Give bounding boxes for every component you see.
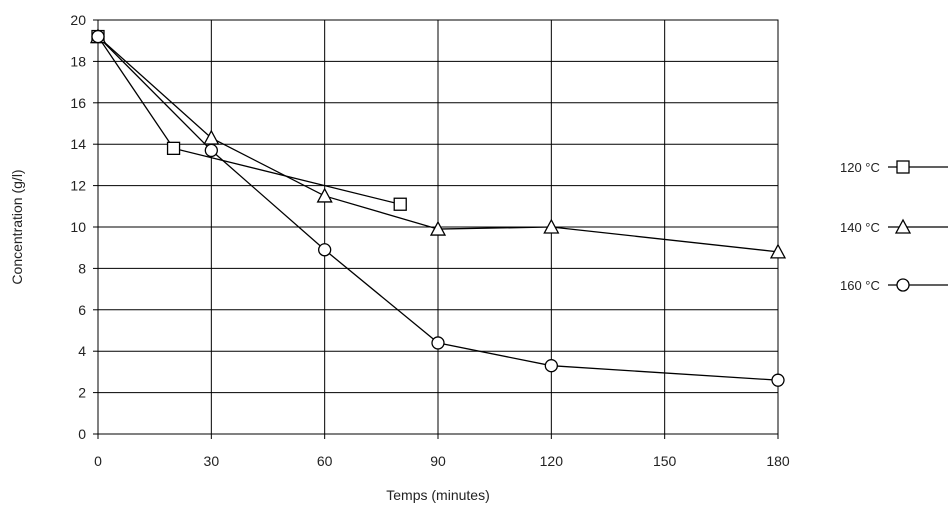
legend: 120 °C 140 °C 160 °C [840, 160, 948, 293]
y-axis-ticks: 0 2 4 6 8 10 12 14 16 18 20 [70, 12, 98, 442]
y-tick-label: 20 [70, 12, 86, 28]
y-tick-label: 4 [78, 343, 86, 359]
data-point-triangle [316, 187, 333, 203]
series-markers [89, 28, 787, 387]
legend-marker-square [896, 160, 910, 174]
x-tick-label: 30 [204, 453, 220, 469]
x-tick-label: 0 [94, 453, 102, 469]
series-line-circle [97, 36, 779, 381]
y-axis-label: Concentration (g/l) [9, 169, 25, 284]
data-point-circle [204, 143, 218, 158]
data-point-circle [91, 29, 105, 44]
y-tick-label: 16 [70, 95, 86, 111]
data-point-triangle [543, 218, 560, 234]
data-point-circle [544, 359, 558, 373]
data-point-square [393, 197, 407, 211]
y-tick-label: 6 [78, 302, 86, 318]
x-tick-label: 60 [317, 453, 333, 469]
x-tick-label: 120 [540, 453, 564, 469]
series-line-triangle [97, 36, 779, 253]
x-axis-label: Temps (minutes) [386, 487, 489, 503]
data-point-circle [431, 336, 445, 350]
x-tick-label: 150 [653, 453, 677, 469]
legend-marker-circle [896, 278, 910, 292]
data-point-square [166, 141, 181, 155]
y-tick-label: 12 [70, 178, 86, 194]
y-tick-label: 18 [70, 53, 86, 69]
y-tick-label: 14 [70, 136, 86, 152]
x-axis-ticks: 0 30 60 90 120 150 180 [94, 434, 790, 469]
legend-label: 160 °C [840, 278, 880, 293]
data-point-triangle [429, 220, 447, 236]
y-tick-label: 0 [78, 426, 86, 442]
x-tick-label: 180 [766, 453, 790, 469]
y-tick-label: 2 [78, 385, 86, 401]
data-point-triangle [769, 243, 787, 259]
legend-label: 140 °C [840, 220, 880, 235]
data-point-circle [771, 373, 785, 387]
x-tick-label: 90 [430, 453, 446, 469]
y-tick-label: 8 [78, 260, 86, 276]
y-tick-label: 10 [70, 219, 86, 235]
legend-marker-triangle [894, 218, 912, 234]
data-point-circle [318, 243, 332, 257]
legend-label: 120 °C [840, 160, 880, 175]
